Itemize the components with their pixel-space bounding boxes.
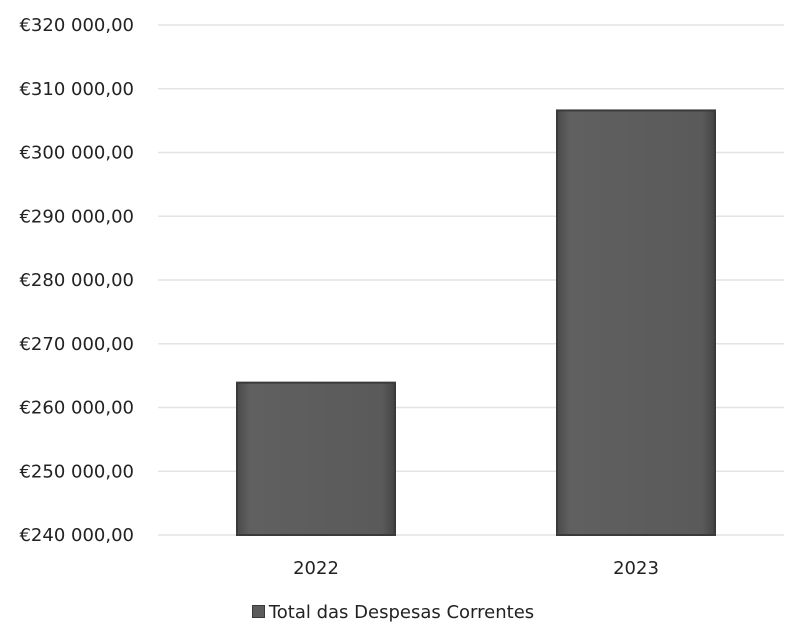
legend-label: Total das Despesas Correntes	[268, 602, 535, 623]
bar-2022	[236, 381, 396, 537]
bars	[236, 109, 716, 537]
y-tick-label: €240 000,00	[19, 525, 134, 546]
y-axis-ticks: €240 000,00 €250 000,00 €260 000,00 €270 00…	[19, 15, 134, 546]
legend-swatch	[251, 605, 265, 618]
y-tick-label: €280 000,00	[19, 270, 134, 291]
x-axis-labels: 2022 2023	[293, 558, 659, 579]
y-tick-label: €250 000,00	[19, 461, 134, 482]
y-tick-label: €310 000,00	[19, 79, 134, 100]
x-tick-label-2022: 2022	[293, 558, 339, 579]
bar-chart: €240 000,00 €250 000,00 €260 000,00 €270 00…	[19, 15, 784, 579]
y-tick-label: €270 000,00	[19, 334, 134, 355]
y-tick-label: €290 000,00	[19, 206, 134, 227]
x-tick-label-2023: 2023	[613, 558, 659, 579]
y-tick-label: €320 000,00	[19, 15, 134, 36]
bar-2023	[556, 109, 716, 537]
legend: Total das Despesas Correntes	[0, 603, 786, 623]
y-tick-label: €260 000,00	[19, 398, 134, 419]
y-tick-label: €300 000,00	[19, 143, 134, 164]
